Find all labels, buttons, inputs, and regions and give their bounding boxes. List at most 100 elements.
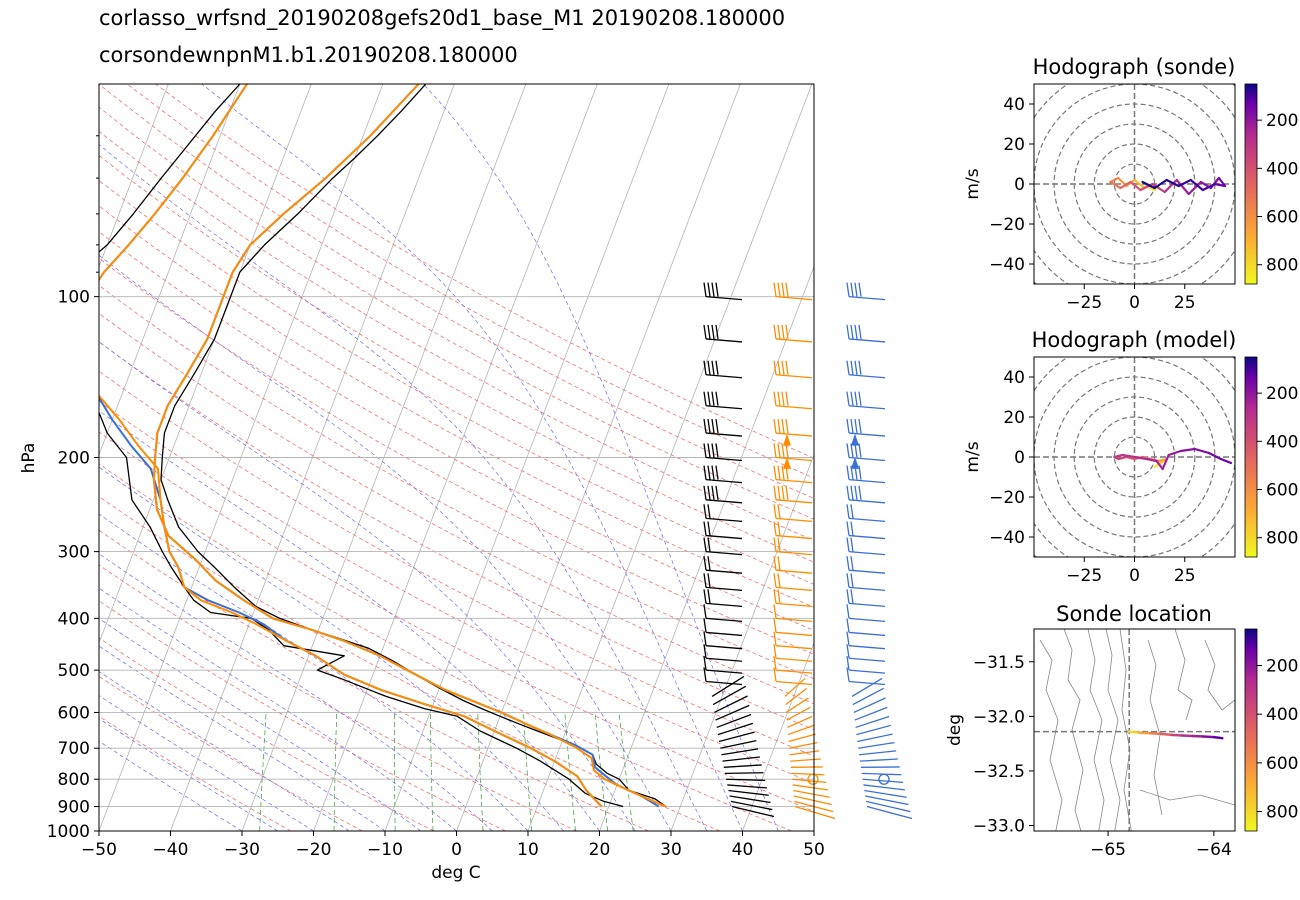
wind-barb-feather — [773, 604, 777, 619]
wind-barb — [711, 675, 883, 697]
hodograph-segment — [1113, 453, 1124, 459]
wind-barb — [846, 656, 886, 674]
skewt-y-label: hPa — [19, 443, 39, 474]
wind-barb — [718, 731, 893, 743]
wind-barb-feather — [715, 443, 719, 458]
wind-barb-feather — [850, 282, 854, 297]
wind-barb-feather — [858, 465, 862, 480]
isotherm-line — [99, 84, 241, 456]
dry-adiabat-line — [99, 529, 649, 831]
terrain-contour — [1139, 789, 1235, 806]
x-tick-label: −25 — [1066, 293, 1102, 313]
wind-barb-staff — [705, 338, 743, 343]
wind-barb-feather — [850, 443, 854, 458]
pressure-gridlines — [99, 296, 814, 831]
wind-barb-feather — [711, 324, 715, 340]
wind-barb-feather — [777, 391, 781, 406]
wind-barb-feather — [785, 360, 789, 375]
hodograph-segment — [1187, 180, 1202, 196]
wind-barb-staff — [705, 550, 743, 556]
wind-barb-feather — [777, 324, 781, 340]
wind-barb — [727, 784, 906, 791]
wind-barb-feather — [777, 418, 781, 434]
wind-barb-feather — [850, 360, 854, 375]
wind-barb-feather — [850, 391, 854, 406]
model-temperature-orange-line — [152, 84, 667, 808]
wind-barb-feather — [711, 465, 715, 480]
wind-barb-staff — [848, 645, 886, 650]
wind-barb-staff — [705, 680, 743, 686]
y-tick-label: 100 — [58, 288, 90, 308]
y-tick-label: 700 — [58, 739, 90, 759]
wind-barb-staff — [861, 772, 902, 776]
hodograph-segment — [1165, 178, 1180, 188]
sonde-track-segment — [1127, 730, 1142, 734]
wind-barb-feather — [773, 391, 777, 406]
sonde-track-segment — [1149, 732, 1163, 736]
colorbar-tick-label: 600 — [1266, 754, 1298, 774]
wind-barb-staff — [775, 586, 813, 592]
wind-barb-feather — [850, 485, 854, 500]
y-tick-label: −20 — [989, 215, 1025, 235]
hodograph-segment — [1141, 180, 1156, 190]
y-tick-label: 1000 — [47, 822, 90, 842]
hodograph-segment — [1175, 178, 1190, 196]
wind-barb — [846, 618, 886, 637]
hodograph-segment — [1155, 459, 1164, 471]
wind-barb-staff — [775, 680, 813, 686]
hodograph-segment — [1213, 182, 1227, 188]
wind-barb — [773, 644, 813, 662]
wind-barb-staff — [784, 677, 806, 697]
skewt-profiles — [99, 84, 667, 808]
hodograph-model-y-label: m/s — [963, 441, 983, 472]
wind-barb-staff — [865, 800, 911, 813]
moist-adiabat-line — [99, 740, 243, 831]
wind-barb-feather — [858, 391, 862, 406]
colorbar-tick-label: 600 — [1266, 481, 1298, 501]
wind-barb-feather — [777, 589, 781, 604]
wind-barb — [730, 800, 911, 813]
wind-barb-feather — [850, 589, 854, 604]
wind-barb-staff — [787, 715, 813, 729]
wind-barb — [726, 778, 904, 784]
wind-barb-staff — [775, 456, 813, 462]
wind-barb-staff — [848, 602, 886, 608]
wind-barb-feather — [854, 418, 858, 434]
wind-barb — [703, 504, 743, 523]
wind-barb — [703, 537, 743, 556]
wind-barb-feather — [858, 324, 862, 340]
wind-barb-feather — [858, 360, 862, 375]
wind-barb-staff — [788, 741, 818, 749]
wind-barb — [703, 631, 743, 650]
sonde-dewpoint-line — [99, 84, 624, 808]
wind-barb — [715, 704, 888, 721]
wind-barb-staff — [775, 631, 813, 637]
wind-barb — [703, 465, 743, 484]
wind-barb-feather — [773, 521, 777, 536]
hodograph-segment — [1125, 455, 1136, 461]
hodograph-sonde-title: Hodograph (sonde) — [1033, 55, 1236, 79]
wind-barb-feather — [773, 443, 777, 458]
y-tick-label: −40 — [989, 255, 1025, 275]
wind-barb-staff — [775, 550, 813, 556]
wind-barb-feather — [715, 485, 719, 500]
wind-barb-staff — [785, 697, 809, 713]
sonde-track-segment — [1202, 735, 1216, 739]
wind-barb-feather — [846, 656, 850, 671]
wind-barb-feather — [785, 443, 789, 458]
wind-barb — [703, 667, 743, 686]
x-tick-label: 0 — [451, 840, 462, 860]
wind-barb-feather — [773, 504, 777, 519]
hodograph-segment — [1157, 457, 1168, 463]
calm-wind-circle — [878, 773, 890, 785]
x-tick-label: −65 — [1090, 840, 1126, 860]
wind-barb-feather — [703, 604, 707, 619]
wind-barb-staff — [705, 569, 743, 574]
hodograph-segment — [1109, 180, 1122, 190]
wind-barb-feather — [711, 360, 715, 375]
wind-barb-staff — [848, 478, 886, 484]
wind-barb-staff — [848, 617, 886, 623]
wind-barb-feather — [715, 391, 719, 406]
sonde-location-y-label: deg — [945, 714, 965, 746]
